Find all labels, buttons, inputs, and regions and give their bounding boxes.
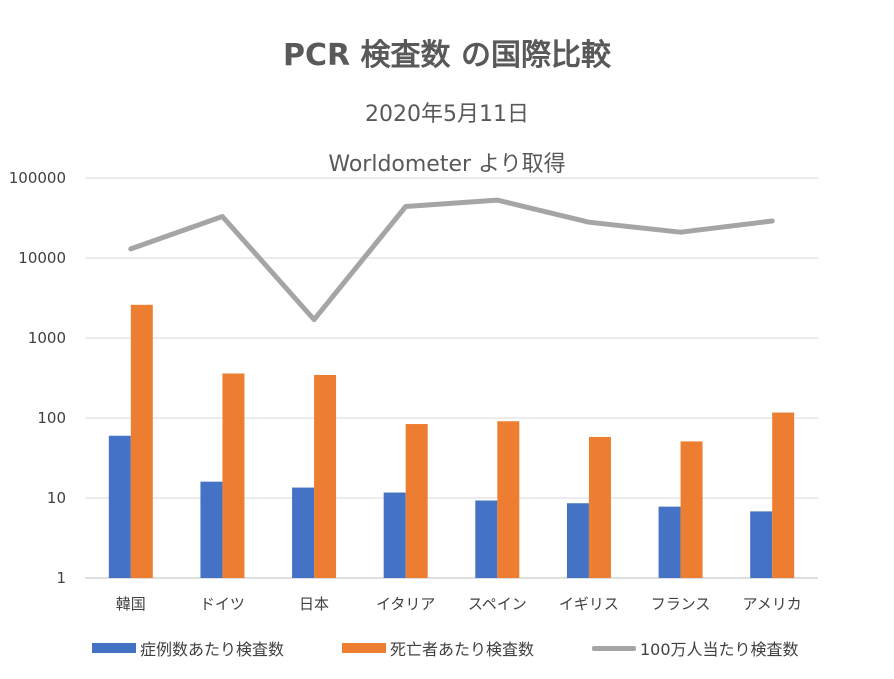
legend-swatch-cases [92,643,136,653]
bar-cases-7 [750,511,773,578]
legend-swatch-deaths [342,643,386,653]
chart-subtitle-source: Worldometer より取得 [328,152,566,177]
bar-deaths-6 [680,441,703,578]
legend-item-cases: 症例数あたり検査数 [92,633,284,663]
line-per-million [128,197,775,323]
x-tick-label-1: ドイツ [200,595,245,613]
bar-deaths-2 [314,374,337,578]
x-tick-label-7: アメリカ [743,595,802,613]
bar-cases-3 [383,492,406,578]
legend-label-cases: 症例数あたり検査数 [140,640,285,659]
bar-deaths-3 [405,424,428,578]
bar-cases-4 [475,500,498,578]
y-tick-label-1: 1 [56,569,66,587]
bar-cases-5 [566,503,589,578]
y-tick-label-100000: 100000 [9,169,66,187]
bar-cases-1 [200,481,223,578]
bar-deaths-4 [497,421,520,578]
bar-cases-2 [292,487,315,578]
line-series [128,197,775,323]
bar-deaths-5 [588,436,611,578]
chart-subtitle-date: 2020年5月11日 [365,102,529,127]
bar-marks [108,304,795,578]
legend-item-deaths: 死亡者あたり検査数 [342,633,534,663]
x-tick-label-5: イギリス [559,595,619,613]
y-tick-label-10000: 10000 [18,249,66,267]
legend: 症例数あたり検査数 死亡者あたり検査数 100万人当たり検査数 [0,633,894,663]
x-tick-label-2: 日本 [299,595,329,613]
legend-label-deaths: 死亡者あたり検査数 [390,640,535,659]
legend-item-per-million: 100万人当たり検査数 [592,633,799,663]
x-axis-ticks: 韓国 ドイツ 日本 イタリア スペイン イギリス フランス アメリカ [116,595,802,613]
bar-deaths-1 [222,373,245,578]
chart-title: PCR 検査数 の国際比較 [283,38,611,73]
y-tick-label-1000: 1000 [28,329,66,347]
y-tick-label-100: 100 [37,409,66,427]
bar-cases-6 [658,506,681,578]
legend-label-per-million: 100万人当たり検査数 [640,640,799,659]
legend-swatch-per-million [592,645,636,651]
y-axis-ticks: 100000 10000 1000 100 10 1 [9,169,66,587]
x-tick-label-3: イタリア [376,595,435,613]
bar-deaths-0 [130,304,153,578]
x-tick-label-6: フランス [651,595,711,613]
bar-cases-0 [108,435,131,578]
gridlines [85,177,818,579]
x-tick-label-0: 韓国 [116,595,146,613]
bar-deaths-7 [772,412,795,578]
x-tick-label-4: スペイン [468,595,527,613]
y-tick-label-10: 10 [47,489,66,507]
